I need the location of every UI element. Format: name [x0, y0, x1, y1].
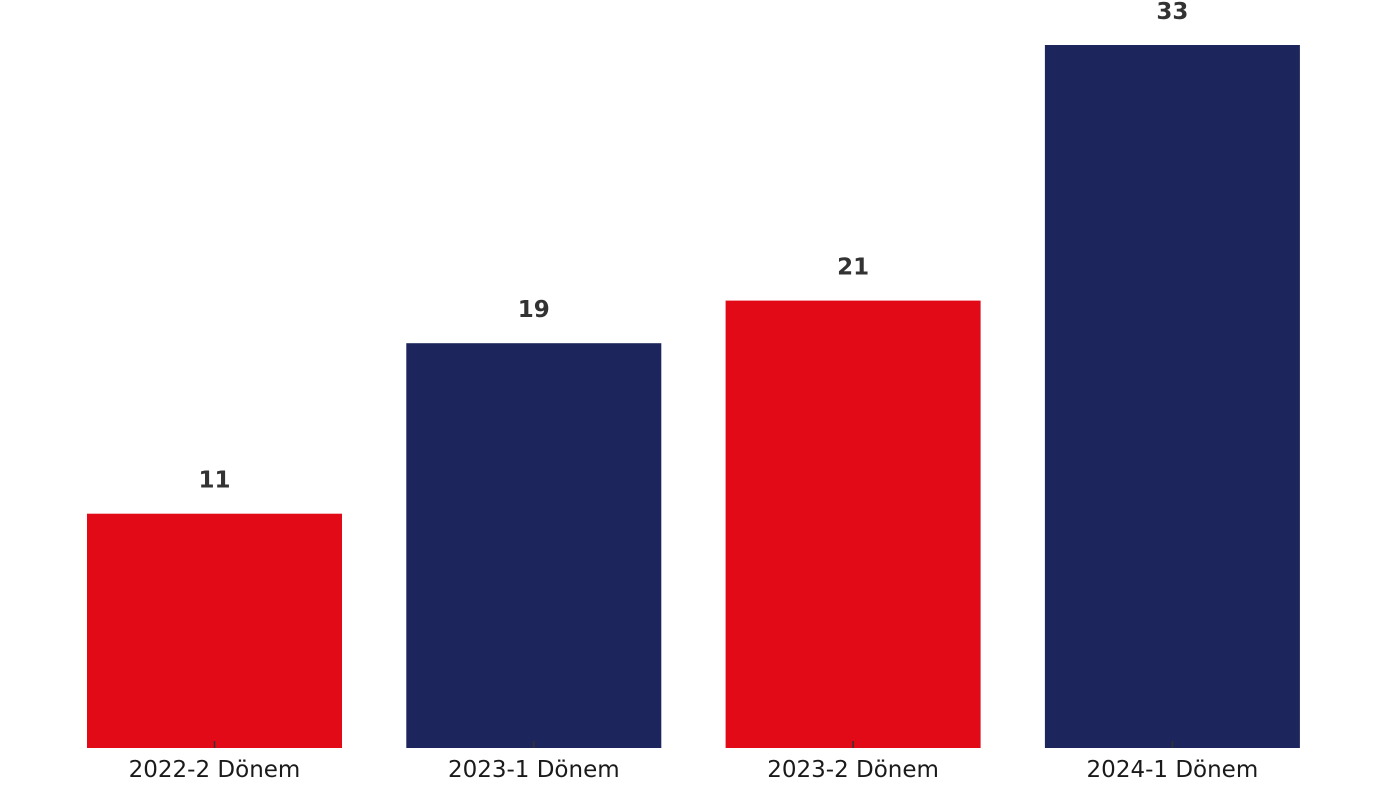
bar-2: [406, 343, 662, 748]
bar-value-label: 21: [837, 255, 869, 281]
x-axis: 2022-2 Dönem 2023-1 Dönem 2023-2 Dönem 2024…: [129, 741, 1259, 783]
bar-value-label: 19: [518, 297, 550, 323]
x-tick-label: 2023-1 Dönem: [448, 757, 620, 783]
value-labels: 11 19 21 33: [198, 0, 1188, 494]
bars: [87, 45, 1300, 748]
bar-3: [725, 300, 981, 748]
x-tick-label: 2023-2 Dönem: [767, 757, 939, 783]
bar-4: [1044, 45, 1300, 748]
bar-value-label: 33: [1156, 0, 1188, 25]
bar-1: [87, 513, 342, 748]
x-tick-label: 2022-2 Dönem: [129, 757, 301, 783]
bar-value-label: 11: [198, 468, 230, 494]
x-tick-label: 2024-1 Dönem: [1087, 757, 1259, 783]
